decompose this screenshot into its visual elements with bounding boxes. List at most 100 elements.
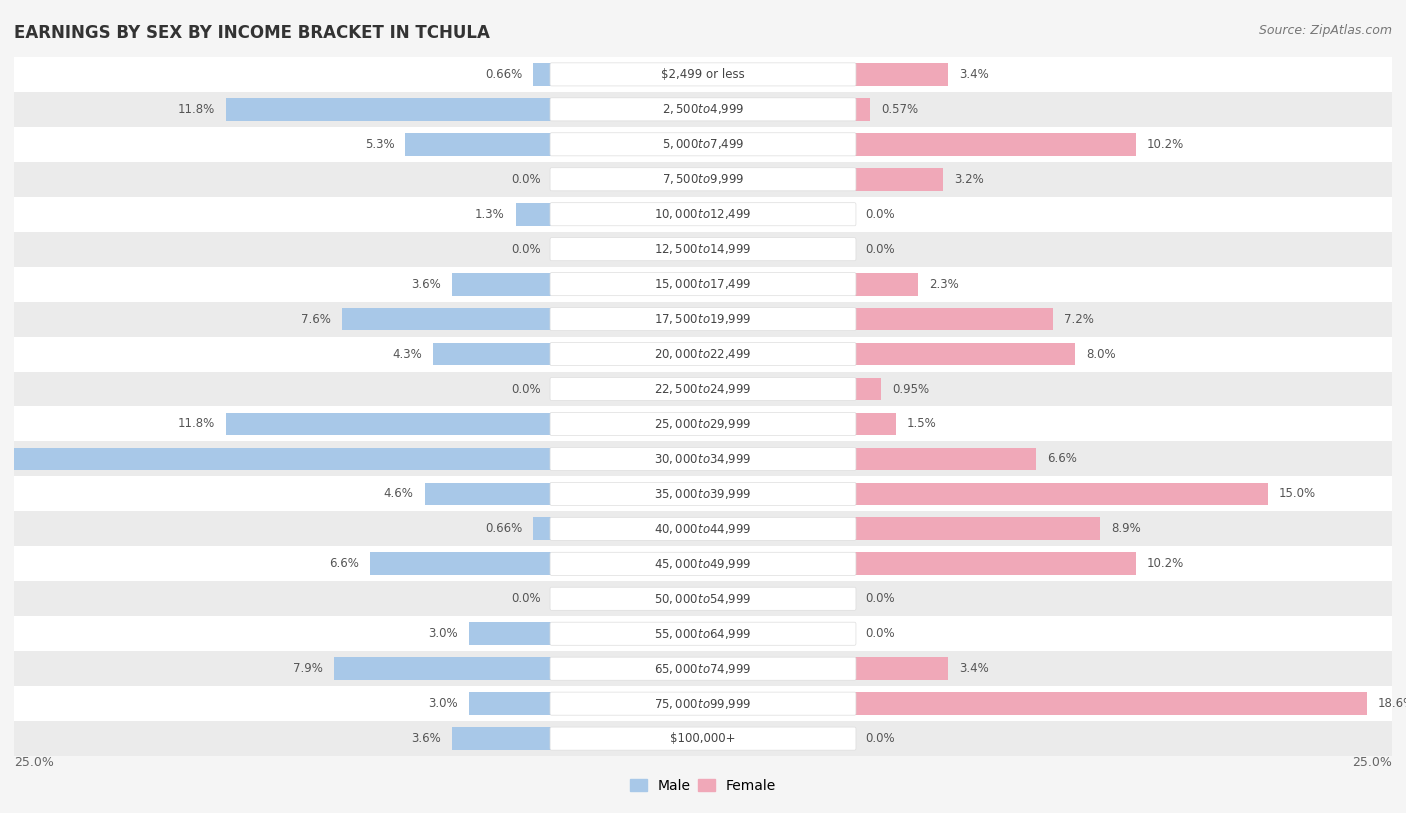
Text: 3.4%: 3.4% [959,663,988,675]
Bar [855,308,1053,330]
Text: 2.3%: 2.3% [929,278,959,290]
Text: 1.3%: 1.3% [475,208,505,220]
FancyBboxPatch shape [550,482,856,506]
Text: 7.9%: 7.9% [292,663,323,675]
FancyBboxPatch shape [550,272,856,296]
Text: $50,000 to $54,999: $50,000 to $54,999 [654,592,752,606]
Text: 1.5%: 1.5% [907,418,936,430]
Text: $2,500 to $4,999: $2,500 to $4,999 [662,102,744,116]
Bar [14,511,1392,546]
Text: $7,500 to $9,999: $7,500 to $9,999 [662,172,744,186]
Text: 11.8%: 11.8% [179,418,215,430]
FancyBboxPatch shape [550,447,856,471]
Text: 6.6%: 6.6% [329,558,359,570]
Bar [14,267,1392,302]
Text: $20,000 to $22,499: $20,000 to $22,499 [654,347,752,361]
Bar [14,57,1392,92]
Bar [226,98,551,120]
Bar [14,197,1392,232]
Bar [855,273,918,295]
Text: $40,000 to $44,999: $40,000 to $44,999 [654,522,752,536]
Text: 11.8%: 11.8% [179,103,215,115]
Text: 7.6%: 7.6% [301,313,330,325]
Text: 3.0%: 3.0% [427,628,458,640]
Bar [405,133,551,155]
Bar [0,448,551,470]
Text: $35,000 to $39,999: $35,000 to $39,999 [654,487,752,501]
Bar [14,337,1392,372]
Bar [468,693,551,715]
Bar [370,553,551,575]
Bar [14,476,1392,511]
Bar [516,203,551,225]
Text: Source: ZipAtlas.com: Source: ZipAtlas.com [1258,24,1392,37]
FancyBboxPatch shape [550,237,856,261]
Bar [14,651,1392,686]
Bar [855,413,896,435]
Bar [14,406,1392,441]
Bar [14,546,1392,581]
Text: 0.0%: 0.0% [866,208,896,220]
Text: 0.66%: 0.66% [485,523,522,535]
Bar [14,372,1392,406]
Text: $30,000 to $34,999: $30,000 to $34,999 [654,452,752,466]
FancyBboxPatch shape [550,342,856,366]
Bar [14,616,1392,651]
Text: 25.0%: 25.0% [1353,756,1392,769]
Bar [14,441,1392,476]
Text: $10,000 to $12,499: $10,000 to $12,499 [654,207,752,221]
Text: 0.0%: 0.0% [510,383,540,395]
Text: 10.2%: 10.2% [1147,558,1184,570]
Bar [14,686,1392,721]
FancyBboxPatch shape [550,727,856,750]
Bar [14,721,1392,756]
FancyBboxPatch shape [550,307,856,331]
Text: 3.6%: 3.6% [412,733,441,745]
Bar [855,378,880,400]
Text: 5.3%: 5.3% [364,138,394,150]
Text: 0.57%: 0.57% [882,103,918,115]
Text: 0.0%: 0.0% [510,243,540,255]
Text: $55,000 to $64,999: $55,000 to $64,999 [654,627,752,641]
Text: $15,000 to $17,499: $15,000 to $17,499 [654,277,752,291]
Bar [342,308,551,330]
FancyBboxPatch shape [550,517,856,541]
Text: 6.6%: 6.6% [1047,453,1077,465]
Bar [14,302,1392,337]
Text: 3.0%: 3.0% [427,698,458,710]
FancyBboxPatch shape [550,412,856,436]
FancyBboxPatch shape [550,98,856,121]
Text: 0.66%: 0.66% [485,68,522,80]
Bar [855,658,948,680]
Bar [226,413,551,435]
Bar [468,623,551,645]
Text: $2,499 or less: $2,499 or less [661,68,745,80]
Bar [14,581,1392,616]
Text: 0.0%: 0.0% [510,593,540,605]
Text: EARNINGS BY SEX BY INCOME BRACKET IN TCHULA: EARNINGS BY SEX BY INCOME BRACKET IN TCH… [14,24,489,42]
Bar [14,162,1392,197]
Text: 0.0%: 0.0% [866,733,896,745]
Bar [855,168,943,190]
Bar [855,553,1136,575]
Bar [855,63,948,85]
FancyBboxPatch shape [550,377,856,401]
FancyBboxPatch shape [550,552,856,576]
FancyBboxPatch shape [550,657,856,680]
Bar [855,448,1036,470]
Bar [433,343,551,365]
Bar [855,133,1136,155]
Text: $75,000 to $99,999: $75,000 to $99,999 [654,697,752,711]
FancyBboxPatch shape [550,622,856,646]
Text: $100,000+: $100,000+ [671,733,735,745]
Bar [14,92,1392,127]
Bar [533,518,551,540]
Text: 4.3%: 4.3% [392,348,422,360]
Bar [333,658,551,680]
FancyBboxPatch shape [550,63,856,86]
Bar [855,483,1268,505]
Text: 0.0%: 0.0% [866,243,896,255]
Text: $65,000 to $74,999: $65,000 to $74,999 [654,662,752,676]
Text: 0.95%: 0.95% [891,383,929,395]
Text: $25,000 to $29,999: $25,000 to $29,999 [654,417,752,431]
